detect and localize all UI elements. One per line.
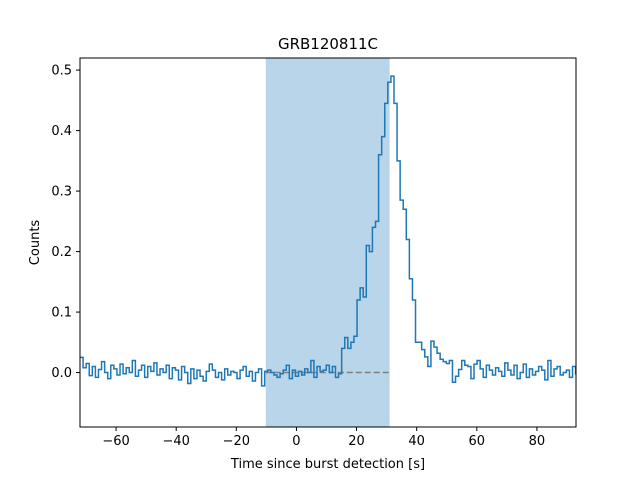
axes-frame	[79, 57, 577, 428]
plot-area: −60 −40 −20 0 20 40 60 80 0.0 0.1 0.2 0.3 0.4 0.5	[51, 57, 577, 449]
y-tick-label: 0.4	[51, 124, 72, 139]
y-tick-label: 0.5	[51, 64, 72, 79]
x-tick-label: −20	[223, 434, 250, 449]
x-tick-label: −40	[162, 434, 189, 449]
x-tick-label: 20	[348, 434, 365, 449]
x-tick-label: 0	[292, 434, 300, 449]
chart-title: GRB120811C	[278, 35, 378, 53]
x-tick-label: 40	[408, 434, 425, 449]
y-tick-label: 0.1	[51, 306, 72, 321]
y-tick-label: 0.3	[51, 185, 72, 200]
x-tick-label: 80	[529, 434, 546, 449]
x-tick-label: −60	[102, 434, 129, 449]
series-line	[80, 75, 576, 387]
x-tick-label: 60	[469, 434, 486, 449]
highlight-band	[265, 58, 390, 427]
y-axis-label: Counts	[28, 220, 43, 266]
y-tick-label: 0.2	[51, 245, 72, 260]
x-axis-label: Time since burst detection [s]	[230, 457, 425, 472]
y-tick-label: 0.0	[51, 366, 72, 381]
